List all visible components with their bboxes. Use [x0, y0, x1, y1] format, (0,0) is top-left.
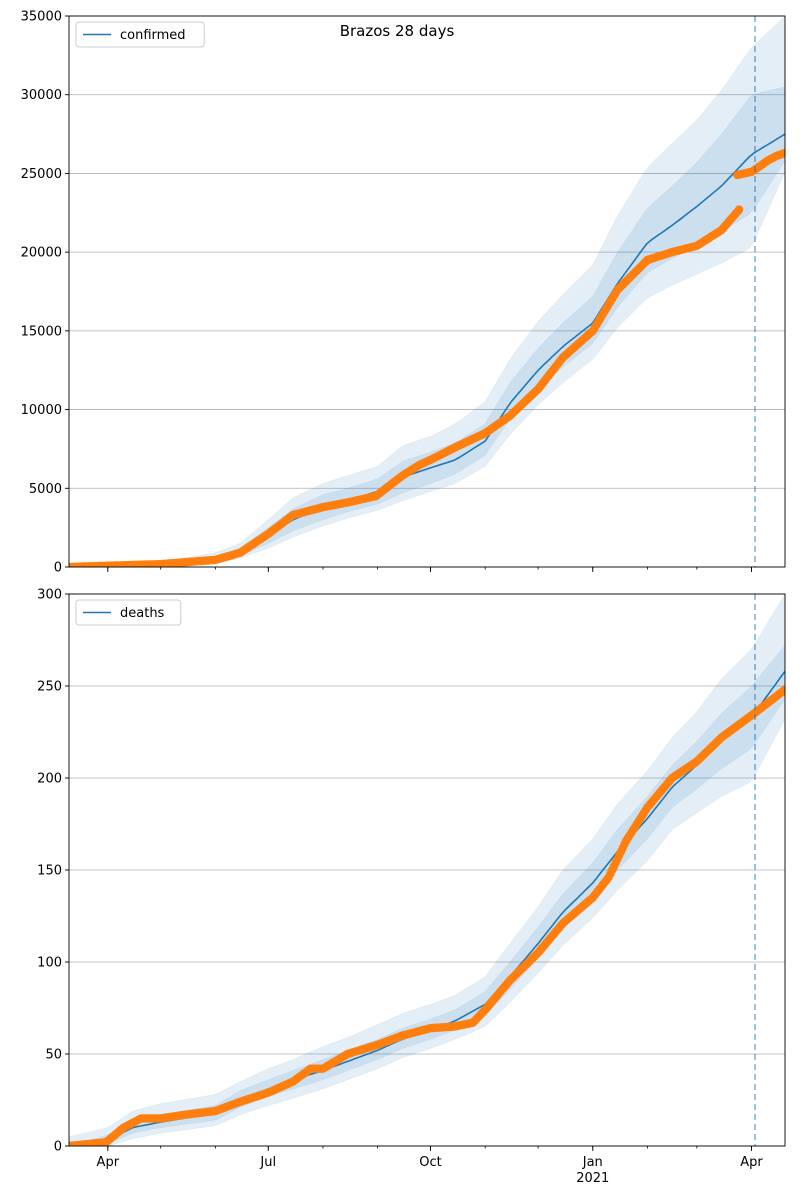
chart-confirmed: 0 5000 10000 15000 20000 25000 30000 35000 confi… [21, 10, 786, 576]
y-tick-label: 5000 [29, 482, 62, 497]
confidence-band [69, 594, 785, 1146]
y-tick-label: 200 [37, 772, 62, 787]
y-tick-label: 20000 [21, 246, 62, 261]
x-tick-label: Jan [582, 1155, 603, 1170]
y-axis: 0 50 100 150 200 250 300 [37, 588, 69, 1155]
y-tick-label: 0 [54, 1140, 62, 1155]
y-tick-label: 300 [37, 588, 62, 603]
legend: confirmed [75, 21, 205, 48]
axes-frame [68, 15, 786, 568]
y-tick-label: 10000 [21, 403, 62, 418]
x-tick-label: Jul [259, 1155, 276, 1170]
observed-series [69, 205, 744, 567]
y-tick-label: 0 [54, 561, 62, 576]
x-axis [107, 567, 752, 572]
y-tick-label: 15000 [21, 324, 62, 339]
x-tick-label: Apr [740, 1155, 763, 1170]
observed-point [780, 685, 785, 694]
y-tick-label: 35000 [21, 10, 62, 25]
legend: deaths [75, 599, 182, 626]
legend-box [75, 599, 182, 626]
legend-box [75, 21, 205, 48]
observed-point [734, 205, 744, 214]
y-tick-label: 30000 [21, 88, 62, 103]
y-tick-label: 250 [37, 680, 62, 695]
x-tick-label: Apr [97, 1155, 120, 1170]
observed-point [780, 148, 785, 158]
y-axis: 0 5000 10000 15000 20000 25000 30000 35000 [21, 10, 69, 576]
plot-area [69, 16, 785, 567]
y-tick-label: 150 [37, 864, 62, 879]
confidence-band [69, 16, 785, 567]
y-tick-label: 25000 [21, 167, 62, 182]
plot-area [69, 594, 785, 1146]
y-tick-label: 50 [45, 1048, 62, 1063]
legend-label: confirmed [120, 28, 186, 43]
x-tick-sublabel: 2021 [576, 1171, 609, 1186]
confidence-band [69, 645, 785, 1146]
confidence-band [69, 86, 785, 567]
observed-series [69, 685, 785, 1146]
y-tick-label: 100 [37, 956, 62, 971]
x-tick-label: Oct [419, 1155, 441, 1170]
observed-series-forecast [733, 148, 785, 180]
legend-label: deaths [120, 606, 165, 621]
figure-title: Brazos 28 days [340, 22, 455, 40]
